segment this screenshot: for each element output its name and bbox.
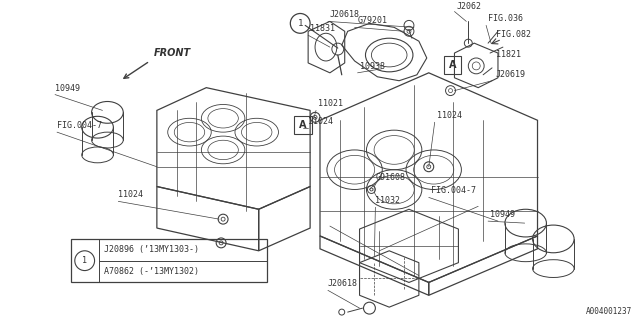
Text: J20896 (’13MY1303-): J20896 (’13MY1303-) — [104, 245, 200, 254]
Text: A70862 (-’13MY1302): A70862 (-’13MY1302) — [104, 267, 200, 276]
Text: FIG.036: FIG.036 — [488, 14, 523, 23]
Text: 10949: 10949 — [55, 84, 80, 92]
Text: 10938: 10938 — [360, 62, 385, 71]
Text: A: A — [449, 60, 456, 70]
Text: A: A — [300, 120, 307, 130]
Text: 11024: 11024 — [308, 117, 333, 126]
Text: G79201: G79201 — [358, 16, 388, 25]
Text: FIG.004-7: FIG.004-7 — [431, 187, 476, 196]
Text: 11821: 11821 — [496, 50, 521, 59]
Bar — [294, 116, 312, 134]
Text: 1: 1 — [298, 19, 303, 28]
Text: 10949: 10949 — [490, 210, 515, 219]
Text: 11024: 11024 — [436, 111, 461, 120]
Text: 11021: 11021 — [318, 100, 343, 108]
Text: FRONT: FRONT — [154, 48, 191, 58]
Text: 11024: 11024 — [118, 190, 143, 199]
Text: 11831: 11831 — [310, 24, 335, 33]
Text: 1: 1 — [82, 256, 87, 265]
Bar — [444, 56, 461, 74]
Text: J2062: J2062 — [456, 2, 481, 11]
Text: J20618: J20618 — [330, 11, 360, 20]
Text: FIG.082: FIG.082 — [496, 30, 531, 39]
Text: G91608: G91608 — [376, 172, 405, 181]
Text: J20619: J20619 — [496, 70, 526, 79]
Text: A004001237: A004001237 — [586, 307, 632, 316]
Text: FIG.004-7: FIG.004-7 — [57, 121, 102, 130]
Bar — [71, 239, 267, 283]
Text: 11032: 11032 — [376, 196, 401, 205]
Text: J20618: J20618 — [328, 279, 358, 288]
